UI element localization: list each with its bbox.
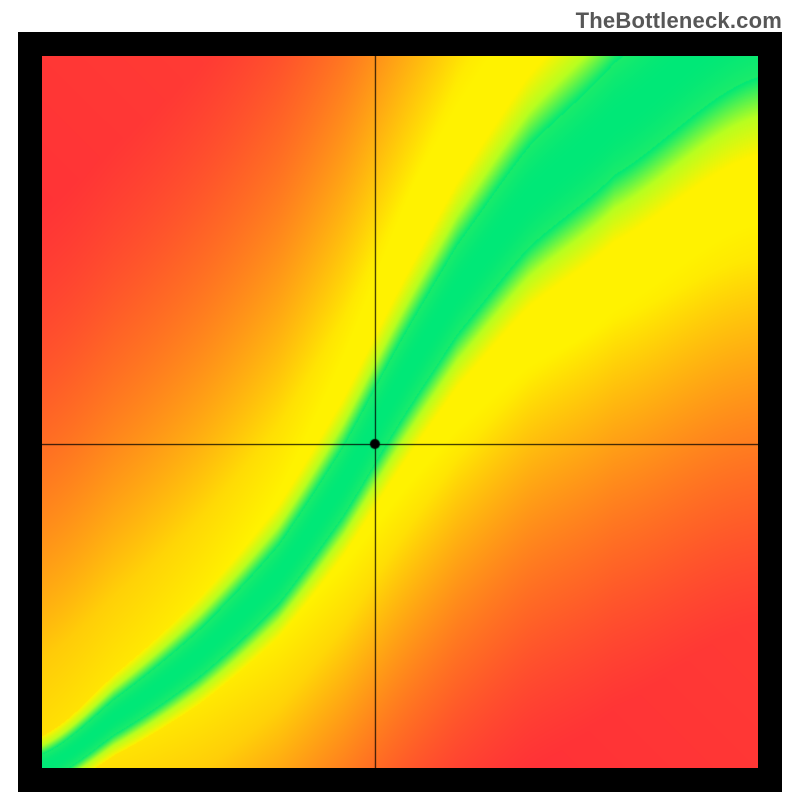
frame-bottom (18, 768, 782, 792)
crosshair-overlay (42, 56, 758, 768)
frame-top (18, 32, 782, 56)
watermark-text: TheBottleneck.com (576, 8, 782, 34)
frame-left (18, 32, 42, 792)
frame-right (758, 32, 782, 792)
